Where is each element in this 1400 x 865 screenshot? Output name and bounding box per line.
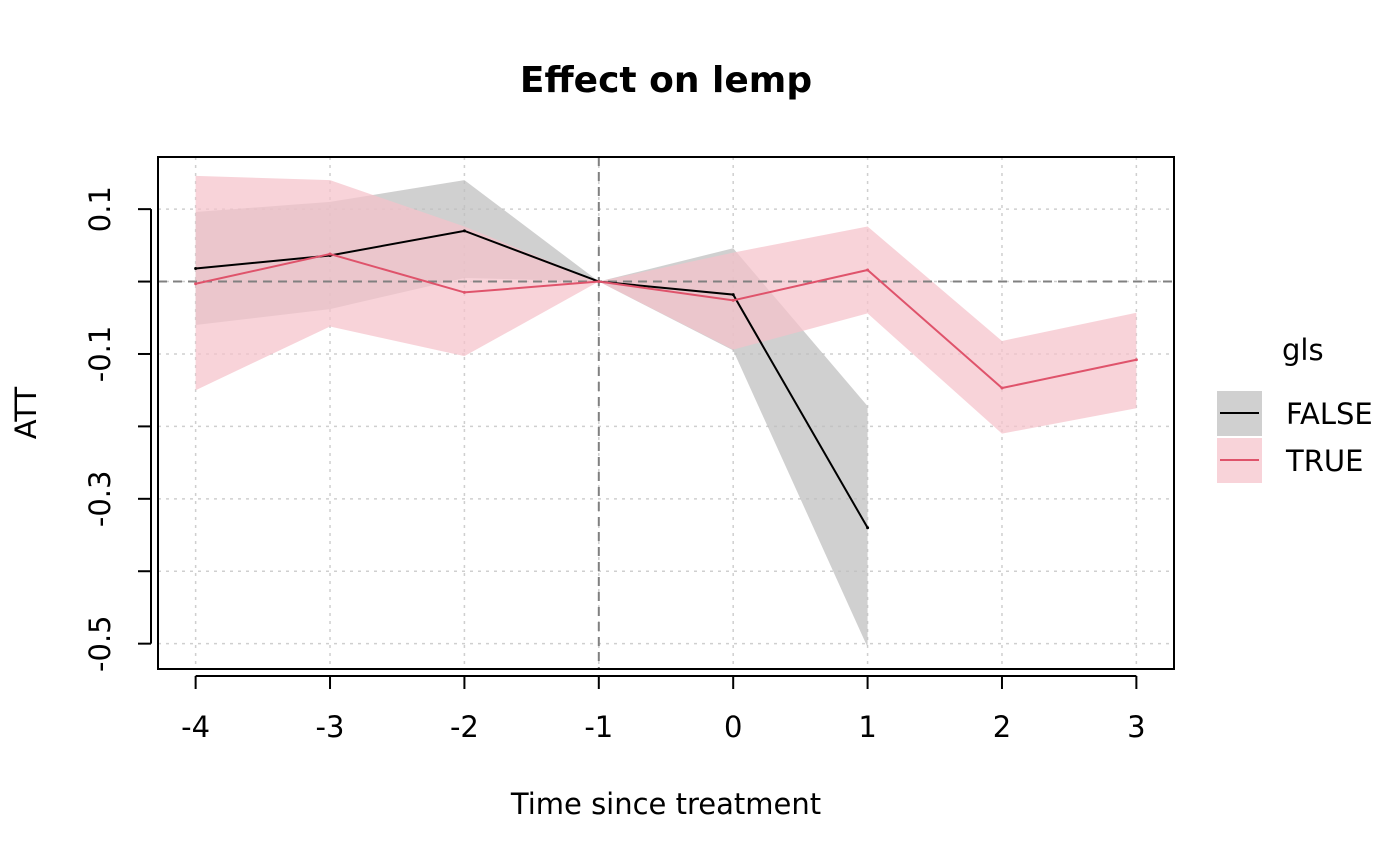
x-axis: -4 -3 -2 -1 0 1 2 3 <box>181 675 1146 744</box>
x-axis-label: Time since treatment <box>510 787 821 821</box>
legend-entries: FALSE TRUE <box>1217 391 1373 483</box>
x-tick-label: -4 <box>181 710 210 744</box>
x-tick-label: 0 <box>724 710 742 744</box>
data-point-true <box>597 280 601 284</box>
y-tick-label: -0.3 <box>83 471 117 528</box>
y-tick-label: -0.5 <box>83 615 117 672</box>
data-point-true <box>194 282 198 286</box>
x-tick-label: 3 <box>1127 710 1145 744</box>
x-tick-label: 1 <box>858 710 876 744</box>
plot-frame <box>157 156 1175 670</box>
y-tick-label: -0.1 <box>83 326 117 383</box>
legend-label: TRUE <box>1285 444 1363 478</box>
data-point-true <box>1000 386 1004 390</box>
bands-layer <box>195 175 1137 648</box>
confidence-band-true <box>195 175 1137 434</box>
x-tick-label: 2 <box>993 710 1011 744</box>
data-point-true <box>462 290 466 294</box>
y-axis-label: ATT <box>9 386 43 439</box>
lines-layer <box>194 229 1138 530</box>
series-line-false <box>195 229 869 529</box>
legend-label: FALSE <box>1286 397 1373 431</box>
x-tick-label: -3 <box>316 710 345 744</box>
data-point-true <box>866 268 870 272</box>
data-point-true <box>731 298 735 302</box>
data-point-true <box>1134 358 1138 362</box>
reference-lines <box>158 157 1174 669</box>
data-point-false <box>731 293 735 297</box>
chart-title: Effect on lemp <box>520 60 812 101</box>
series-line-true <box>195 253 1137 390</box>
y-tick-label: 0.1 <box>83 186 117 232</box>
x-tick-label: -2 <box>450 710 479 744</box>
x-tick-label: -1 <box>584 710 613 744</box>
data-point-false <box>866 526 870 530</box>
data-point-false <box>462 229 466 233</box>
data-point-true <box>328 252 332 256</box>
legend: gls FALSE TRUE <box>1217 333 1373 483</box>
data-point-false <box>194 267 198 271</box>
legend-title: gls <box>1282 333 1324 367</box>
y-axis: 0.1 -0.1 -0.3 -0.5 <box>83 186 152 672</box>
